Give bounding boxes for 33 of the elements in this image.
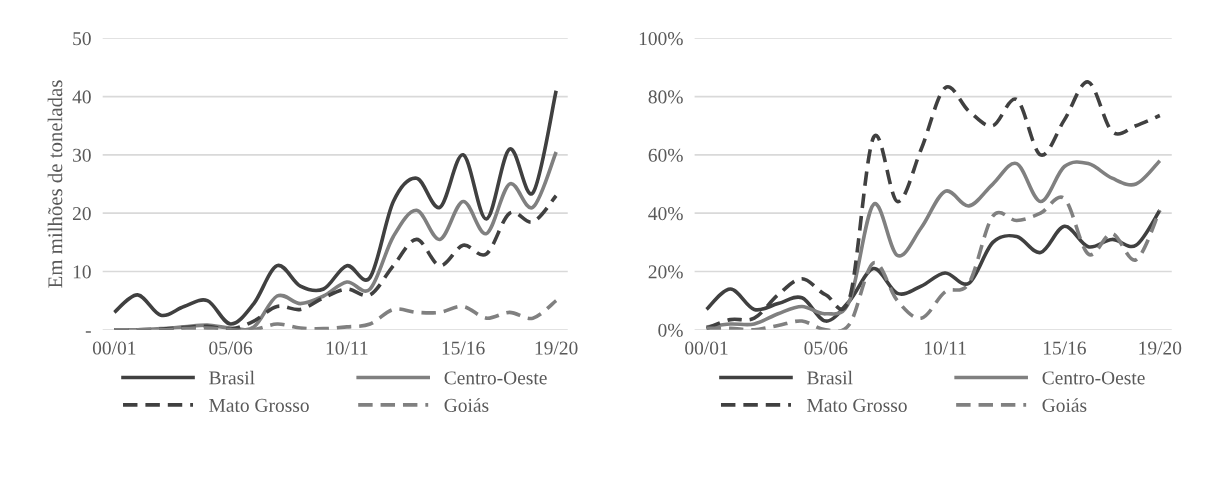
y-tick-label: 60% xyxy=(648,148,683,162)
x-tick-label: 05/06 xyxy=(209,341,253,355)
x-tick-label: 15/16 xyxy=(1043,341,1086,355)
x-tick-label: 19/20 xyxy=(535,341,578,355)
x-tick-label: 10/11 xyxy=(326,341,368,355)
x-tick-label: 00/01 xyxy=(685,341,728,355)
y-tick-label: 100% xyxy=(639,32,683,46)
y-tick-label: 40% xyxy=(648,207,683,221)
y-tick-label: 0% xyxy=(658,323,683,337)
x-tick-label: 19/20 xyxy=(1139,341,1182,355)
y-tick-label: 80% xyxy=(648,90,683,104)
y-tick-label: 40 xyxy=(72,90,91,104)
line-series xyxy=(112,88,558,326)
legend-label: Goiás xyxy=(1042,398,1087,412)
legend-label: Mato Grosso xyxy=(209,398,309,412)
y-axis-title: Em milhões de toneladas xyxy=(47,80,63,288)
legend-label: Centro-Oeste xyxy=(1042,371,1145,385)
line-series xyxy=(704,80,1162,330)
legend-label: Brasil xyxy=(209,370,255,385)
legend-label: Mato Grosso xyxy=(807,398,907,412)
y-tick-label: 50 xyxy=(73,32,91,46)
x-tick-label: 00/01 xyxy=(92,341,136,355)
y-tick-label: 30 xyxy=(73,148,91,162)
legend-label: Brasil xyxy=(807,370,853,385)
x-tick-label: 15/16 xyxy=(442,341,485,355)
y-tick-label: - xyxy=(85,331,91,333)
x-tick-label: 05/06 xyxy=(804,341,848,355)
y-tick-label: 20 xyxy=(72,207,91,221)
legend-label: Goiás xyxy=(444,398,489,412)
x-tick-label: 10/11 xyxy=(925,341,966,355)
y-tick-label: 10 xyxy=(73,265,91,279)
legend-label: Centro-Oeste xyxy=(444,371,547,385)
y-tick-label: 20% xyxy=(648,265,683,279)
